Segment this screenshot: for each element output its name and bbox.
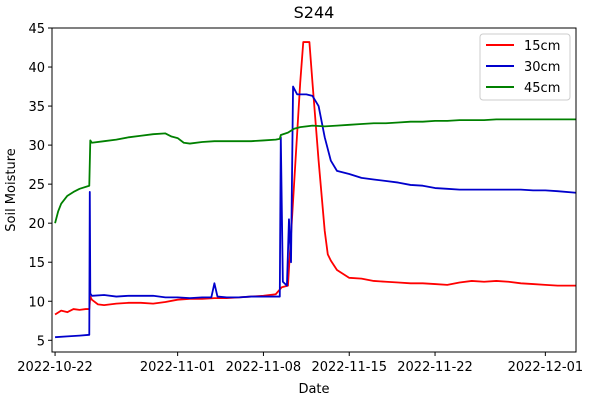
x-tick-label: 2022-11-01 — [140, 360, 216, 375]
x-tick-label: 2022-11-08 — [226, 360, 302, 375]
legend-label-15cm: 15cm — [524, 39, 560, 54]
x-axis: 2022-10-22 2022-11-01 2022-11-08 2022-11-15… — [17, 352, 583, 375]
legend-label-30cm: 30cm — [524, 60, 560, 75]
y-tick-label: 5 — [37, 334, 45, 349]
y-tick-label: 40 — [28, 61, 45, 76]
legend-label-45cm: 45cm — [524, 81, 560, 96]
y-tick-label: 10 — [28, 295, 45, 310]
x-tick-label: 2022-11-22 — [397, 360, 473, 375]
x-tick-label: 2022-11-15 — [311, 360, 387, 375]
x-axis-label: Date — [298, 382, 329, 397]
y-tick-label: 30 — [28, 139, 45, 154]
chart-title: S244 — [294, 3, 335, 22]
series-line-45cm — [54, 118, 576, 224]
y-tick-label: 20 — [28, 217, 45, 232]
series-layer — [54, 41, 576, 339]
legend-box — [479, 33, 571, 101]
series-line-15cm — [54, 41, 576, 316]
y-axis: 5 10 15 20 25 30 35 40 45 — [28, 22, 52, 349]
y-tick-label: 15 — [28, 256, 45, 271]
series-line-30cm — [55, 85, 576, 339]
x-tick-label: 2022-12-01 — [508, 360, 584, 375]
y-tick-label: 25 — [28, 178, 45, 193]
x-tick-label: 2022-10-22 — [17, 360, 93, 375]
legend: 15cm 30cm 45cm — [479, 33, 571, 101]
y-tick-label: 45 — [28, 22, 45, 37]
plot-frame — [51, 27, 577, 353]
y-axis-label: Soil Moisture — [4, 148, 19, 232]
y-tick-label: 35 — [28, 100, 45, 115]
